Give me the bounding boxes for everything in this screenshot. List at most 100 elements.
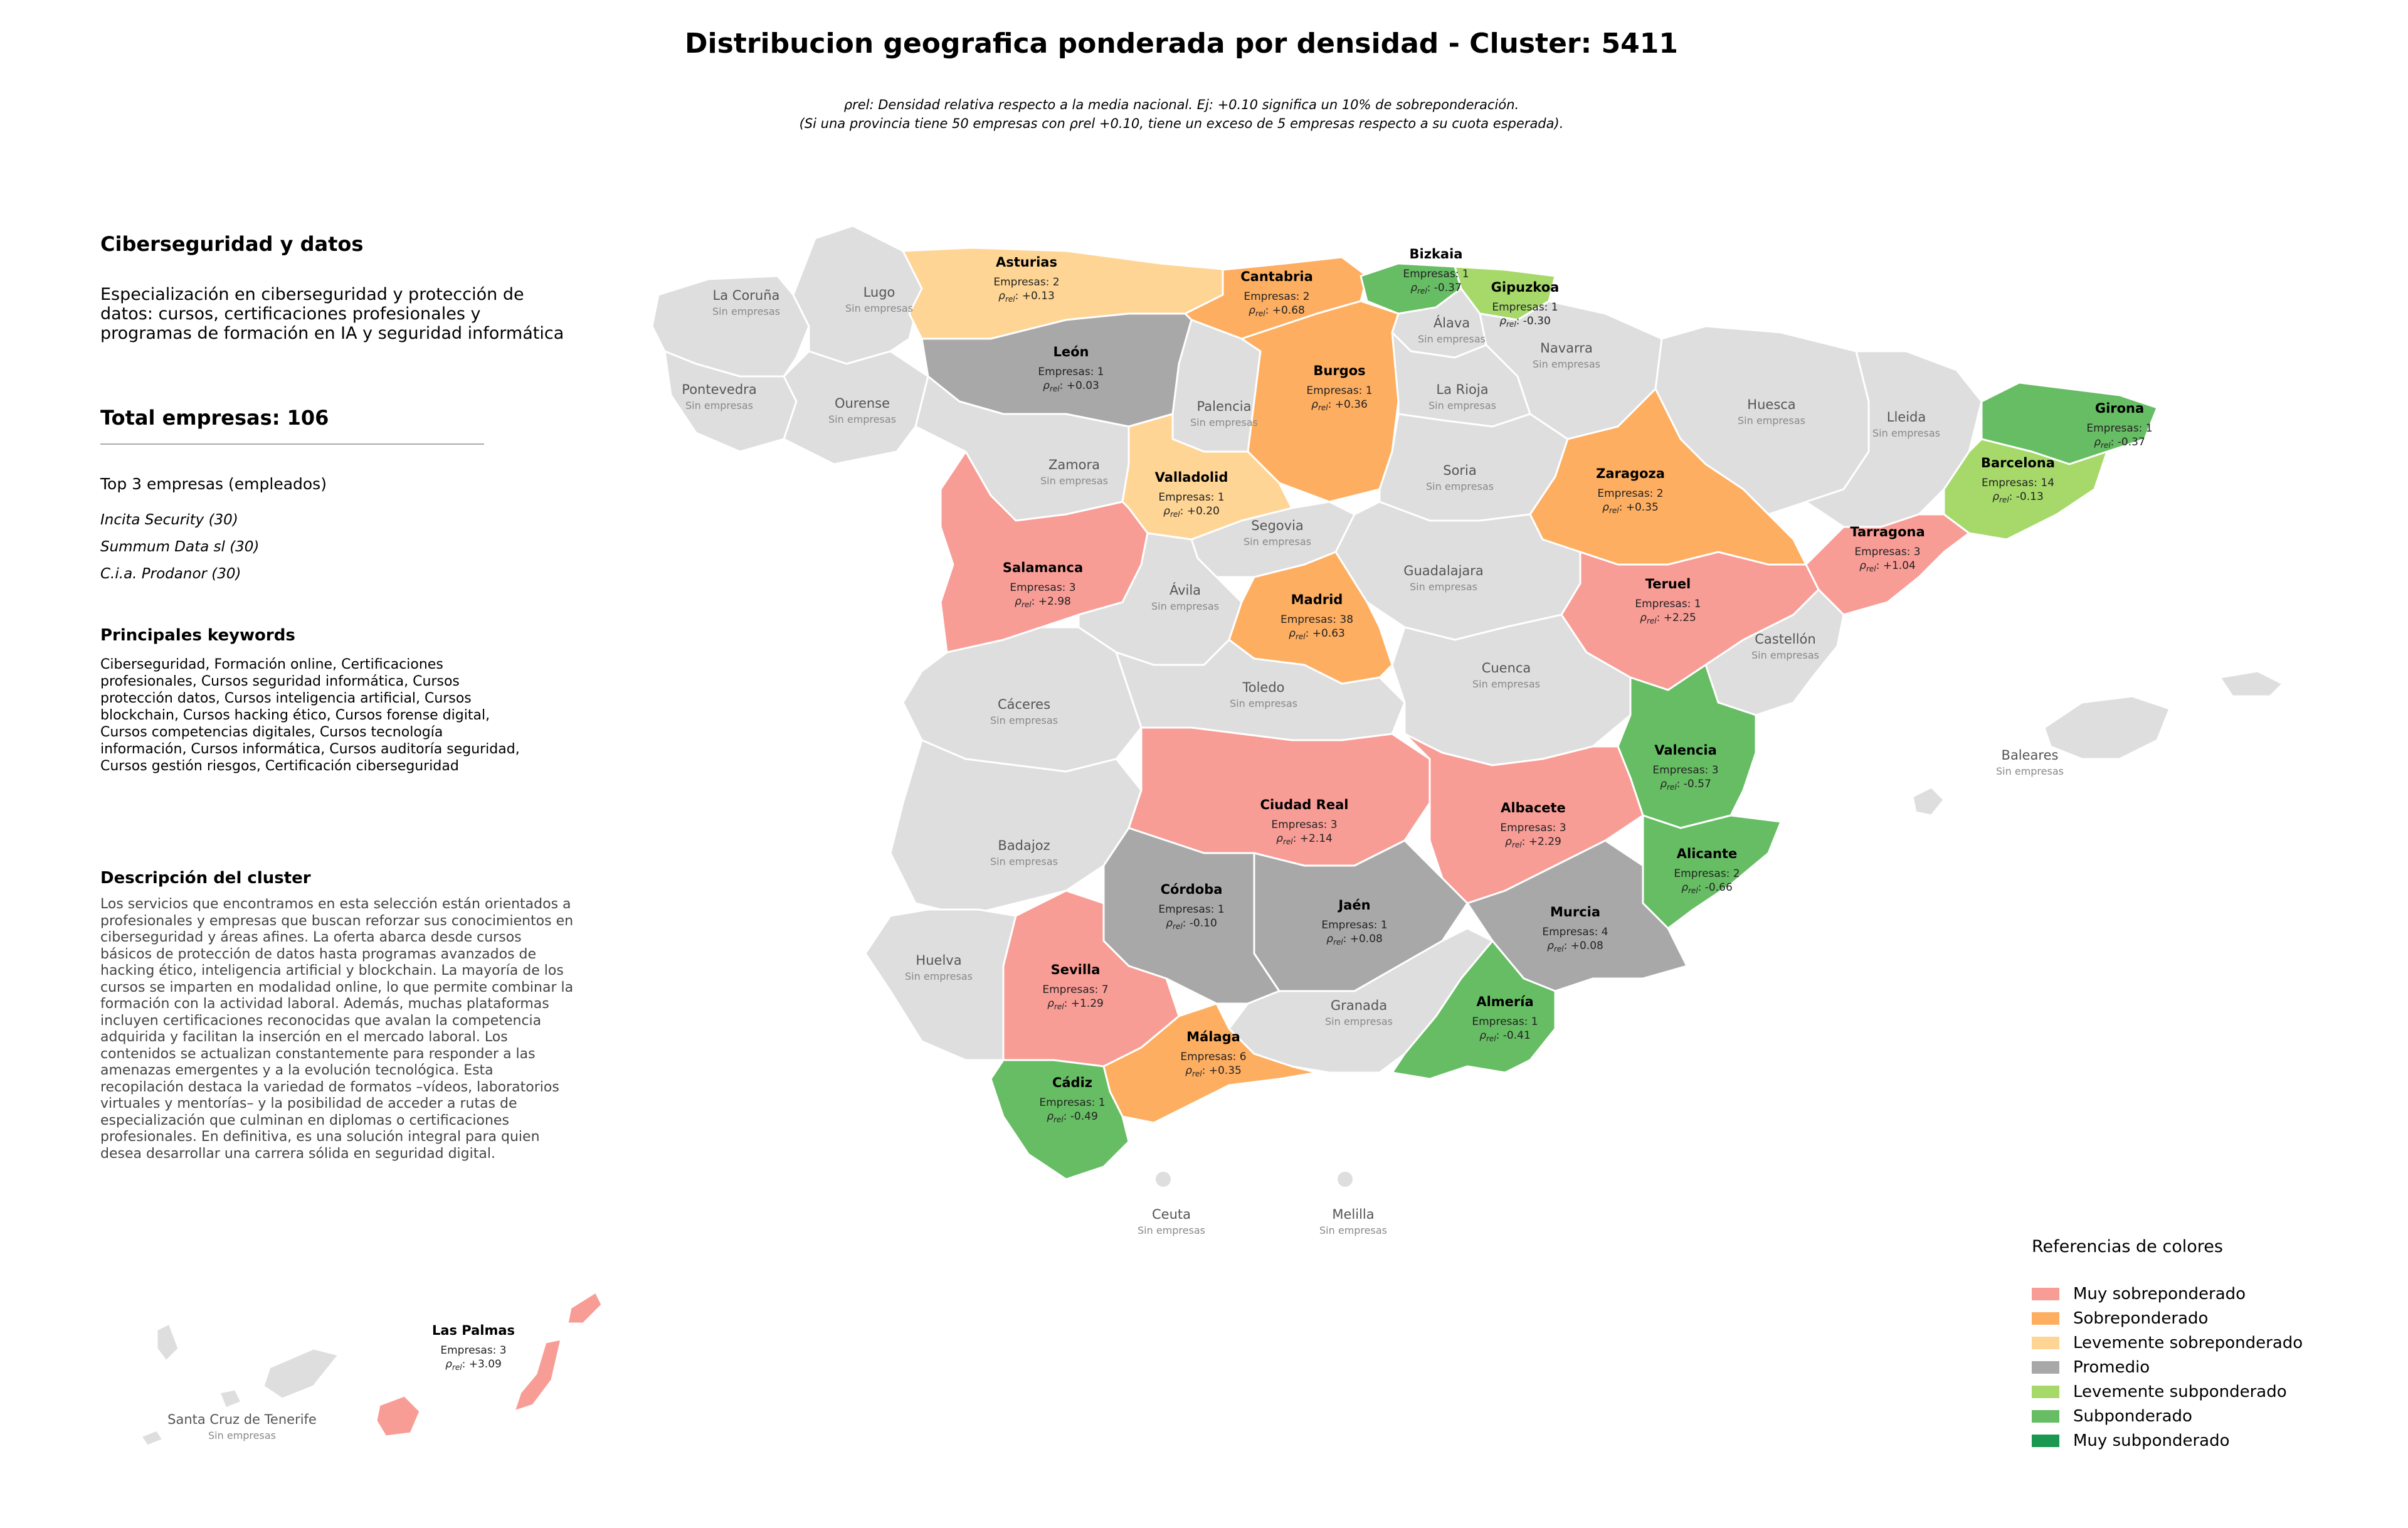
- map-title: Distribucion geografica ponderada por de…: [685, 28, 1678, 60]
- shape-baleares-mallorca: [2043, 695, 2171, 760]
- province-count: Empresas: 1: [1158, 491, 1224, 504]
- keywords-text: Ciberseguridad, Formación online, Certif…: [100, 657, 520, 774]
- sin-empresas-note: Sin empresas: [1319, 1224, 1387, 1236]
- legend-swatch: [2032, 1409, 2059, 1423]
- map-subtitle: ρrel: Densidad relativa respecto a la me…: [0, 95, 2363, 133]
- shape-barcelona: [1943, 438, 2108, 541]
- province-name: Bizkaia: [1410, 247, 1463, 262]
- province-rho: ρrel: -0.30: [1499, 315, 1551, 329]
- keywords-heading: Principales keywords: [100, 626, 295, 645]
- shape-tarragona: [1805, 513, 1970, 616]
- province-name: Toledo: [1242, 680, 1284, 695]
- province-count: Empresas: 1: [1158, 903, 1224, 916]
- province-name: Lleida: [1887, 410, 1926, 425]
- province-name: La Rioja: [1436, 382, 1488, 397]
- empty-label-lugo: Lugo Sin empresas: [845, 285, 913, 314]
- top-company-1: Incita Security (30): [100, 512, 238, 528]
- province-rho: ρrel: +0.13: [998, 290, 1055, 304]
- legend-label: Sobreponderado: [2073, 1308, 2209, 1328]
- province-name: Huesca: [1747, 397, 1795, 412]
- province-name: Cantabria: [1240, 269, 1313, 284]
- province-count: Empresas: 3: [440, 1344, 506, 1357]
- province-label-jaen: Jaén Empresas: 1 ρrel: +0.08: [1321, 898, 1387, 947]
- sin-empresas-note: Sin empresas: [990, 856, 1058, 867]
- legend-swatch: [2032, 1434, 2059, 1447]
- province-label-barcelona: Barcelona Empresas: 14 ρrel: -0.13: [1981, 455, 2055, 504]
- shape-melilla: [1338, 1172, 1353, 1187]
- province-name: Badajoz: [998, 838, 1050, 853]
- province-rho: ρrel: +1.04: [1859, 560, 1916, 573]
- legend-label: Muy subponderado: [2073, 1431, 2230, 1450]
- province-name: Tarragona: [1850, 524, 1925, 539]
- province-count: Empresas: 4: [1542, 926, 1608, 938]
- province-count: Empresas: 7: [1042, 984, 1108, 996]
- province-count: Empresas: 1: [1306, 385, 1372, 397]
- province-count: Empresas: 2: [993, 276, 1059, 289]
- province-name: Murcia: [1550, 905, 1600, 920]
- province-rho: ρrel: +0.08: [1547, 940, 1603, 953]
- province-name: Asturias: [996, 255, 1057, 270]
- shape-la-coruna: [651, 275, 810, 378]
- province-name: Álava: [1434, 315, 1470, 331]
- province-rho: ρrel: -0.10: [1166, 917, 1217, 931]
- province-count: Empresas: 1: [1492, 301, 1558, 314]
- legend-label: Subponderado: [2073, 1406, 2192, 1426]
- empty-label-guadalajara: Guadalajara Sin empresas: [1403, 563, 1484, 593]
- legend-item: Promedio: [2032, 1355, 2358, 1379]
- legend-label: Levemente sobreponderado: [2073, 1333, 2303, 1352]
- sin-empresas-note: Sin empresas: [1040, 475, 1108, 487]
- sin-empresas-note: Sin empresas: [1151, 600, 1219, 612]
- province-count: Empresas: 2: [1244, 290, 1309, 303]
- province-name: Palencia: [1197, 399, 1252, 414]
- shape-la-palma: [156, 1322, 180, 1362]
- province-count: Empresas: 2: [1597, 487, 1663, 500]
- province-name: Granada: [1331, 998, 1387, 1013]
- province-rho: ρrel: -0.37: [2094, 436, 2145, 450]
- sin-empresas-note: Sin empresas: [1996, 765, 2064, 777]
- province-name: La Coruña: [713, 288, 780, 303]
- province-name: Teruel: [1645, 576, 1691, 592]
- province-rho: ρrel: +1.29: [1047, 997, 1104, 1011]
- province-name: Cádiz: [1052, 1075, 1092, 1090]
- shape-lanzarote: [566, 1291, 603, 1325]
- shape-tenerife: [262, 1347, 340, 1400]
- empty-province-labels: La Coruña Sin empresas Lugo Sin empresas Pon…: [167, 285, 2064, 1441]
- sin-empresas-note: Sin empresas: [1325, 1016, 1393, 1027]
- province-name: Santa Cruz de Tenerife: [167, 1412, 317, 1427]
- province-rho: ρrel: +2.98: [1015, 595, 1071, 609]
- empty-label-caceres: Cáceres Sin empresas: [990, 697, 1058, 726]
- shape-cadiz: [990, 1059, 1130, 1180]
- empty-label-granada: Granada Sin empresas: [1325, 998, 1393, 1027]
- info-panel: Ciberseguridad y datos Especialización e…: [100, 232, 577, 1162]
- province-name: Burgos: [1313, 363, 1365, 378]
- province-shapes: [140, 225, 2284, 1447]
- province-count: Empresas: 3: [1271, 819, 1337, 831]
- province-name: León: [1053, 344, 1089, 359]
- cluster-description-text: Los servicios que encontramos en esta se…: [100, 896, 574, 1162]
- empty-label-castellon: Castellón Sin empresas: [1751, 632, 1819, 661]
- sin-empresas-note: Sin empresas: [1533, 358, 1600, 370]
- empty-label-ceuta: Ceuta Sin empresas: [1138, 1207, 1205, 1236]
- empty-label-soria: Soria Sin empresas: [1426, 463, 1494, 492]
- province-name: Cuenca: [1482, 661, 1531, 676]
- legend-swatch: [2032, 1361, 2059, 1374]
- legend-swatch: [2032, 1312, 2059, 1325]
- province-rho: ρrel: +0.68: [1249, 304, 1305, 318]
- sin-empresas-note: Sin empresas: [1138, 1224, 1205, 1236]
- province-label-albacete: Albacete Empresas: 3 ρrel: +2.29: [1500, 800, 1566, 849]
- empty-label-pontevedra: Pontevedra Sin empresas: [682, 382, 756, 411]
- legend-item: Muy sobreponderado: [2032, 1281, 2358, 1306]
- sin-empresas-note: Sin empresas: [905, 970, 973, 982]
- empty-label-la-coruna: La Coruña Sin empresas: [712, 288, 780, 317]
- province-name: Valladolid: [1155, 470, 1228, 485]
- legend-item: Levemente subponderado: [2032, 1379, 2358, 1404]
